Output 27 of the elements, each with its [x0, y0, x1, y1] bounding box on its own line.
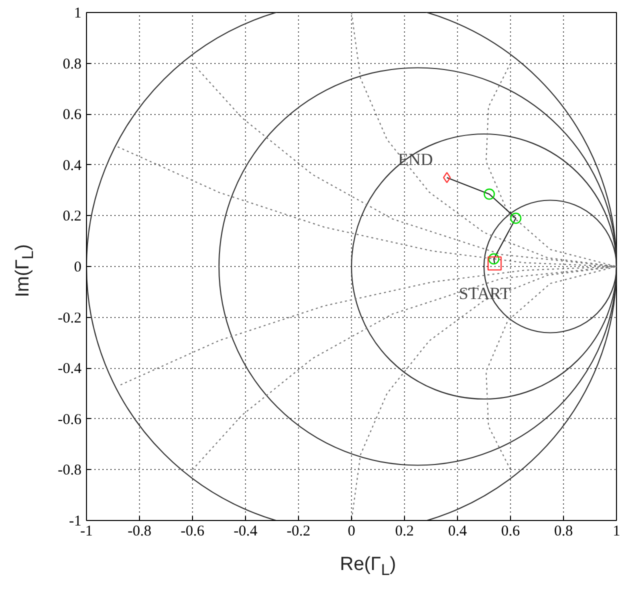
- point: [510, 212, 522, 224]
- x-tick-label: 0.8: [554, 524, 573, 540]
- point: [488, 256, 502, 271]
- x-tick-label: 0.2: [395, 524, 414, 540]
- x-tick-label: -0.6: [180, 524, 205, 540]
- x-tick-label: -0.2: [286, 524, 310, 540]
- x-tick-label: 0.6: [501, 524, 520, 540]
- point: [488, 253, 500, 264]
- x-tick-label: 0.4: [448, 524, 468, 540]
- y-tick-label: -0.6: [58, 412, 82, 428]
- point: [484, 188, 495, 200]
- x-axis-title: Re(Γ$_{L}$): [338, 553, 398, 581]
- x-tick-label: -0.8: [128, 524, 152, 540]
- y-tick-label: 1: [74, 6, 82, 22]
- y-tick-label: 0: [74, 260, 82, 276]
- y-tick-label: 0.8: [62, 56, 82, 72]
- y-tick-label: 0.6: [62, 107, 82, 124]
- y-tick-label: -1: [69, 514, 82, 530]
- point: [442, 172, 451, 184]
- x-tick-label: -0.4: [234, 524, 258, 540]
- x-tick-label: 1: [612, 524, 620, 540]
- x-tick-label: 0: [348, 524, 356, 540]
- y-tick-label: 0.2: [62, 208, 82, 225]
- y-tick-label: -0.8: [58, 462, 82, 479]
- y-tick-label: -0.2: [58, 310, 82, 326]
- y-tick-label: -0.4: [58, 361, 82, 378]
- y-tick-label: 0.4: [62, 158, 82, 174]
